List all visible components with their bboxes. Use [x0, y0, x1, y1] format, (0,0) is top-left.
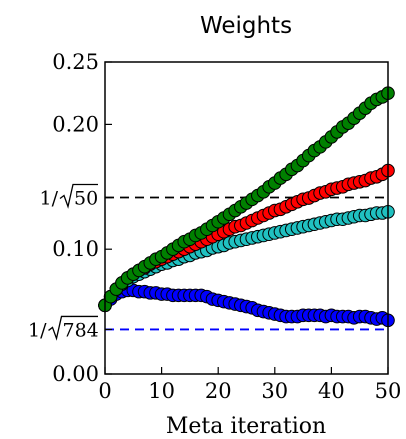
- reference-label-prefix: 1/: [40, 188, 59, 210]
- x-tick-label: 40: [318, 379, 345, 403]
- x-tick-label: 30: [261, 379, 288, 403]
- reference-label-1: 1/784: [28, 315, 99, 341]
- reference-label-radicand: 784: [63, 319, 99, 341]
- y-axis: 0.00 0.10 0.20 0.25: [52, 50, 112, 386]
- y-tick-label: 0.10: [52, 237, 99, 261]
- chart-title: Weights: [200, 13, 292, 39]
- sqrt-symbol: [59, 183, 98, 209]
- sqrt-symbol: [48, 315, 98, 341]
- y-tick-label: 0.00: [52, 362, 99, 386]
- series-3: [98, 283, 395, 328]
- series-layer: [98, 86, 395, 328]
- x-tick-label: 50: [375, 379, 402, 403]
- reference-label-radicand: 50: [74, 188, 98, 210]
- series-0: [98, 86, 395, 313]
- plot-frame: [104, 61, 389, 375]
- y-tick-label: 0.20: [52, 112, 99, 136]
- reference-label-0: 1/50: [40, 183, 98, 210]
- x-axis-label: Meta iteration: [166, 414, 326, 439]
- x-tick-label: 10: [148, 379, 175, 403]
- x-tick-label: 0: [98, 379, 111, 403]
- x-axis: 0 10 20 30 40 50: [98, 367, 401, 403]
- x-tick-label: 20: [205, 379, 232, 403]
- y-tick-label: 0.25: [52, 50, 99, 74]
- reference-labels: 1/501/784: [28, 183, 99, 341]
- reference-label-prefix: 1/: [28, 319, 47, 341]
